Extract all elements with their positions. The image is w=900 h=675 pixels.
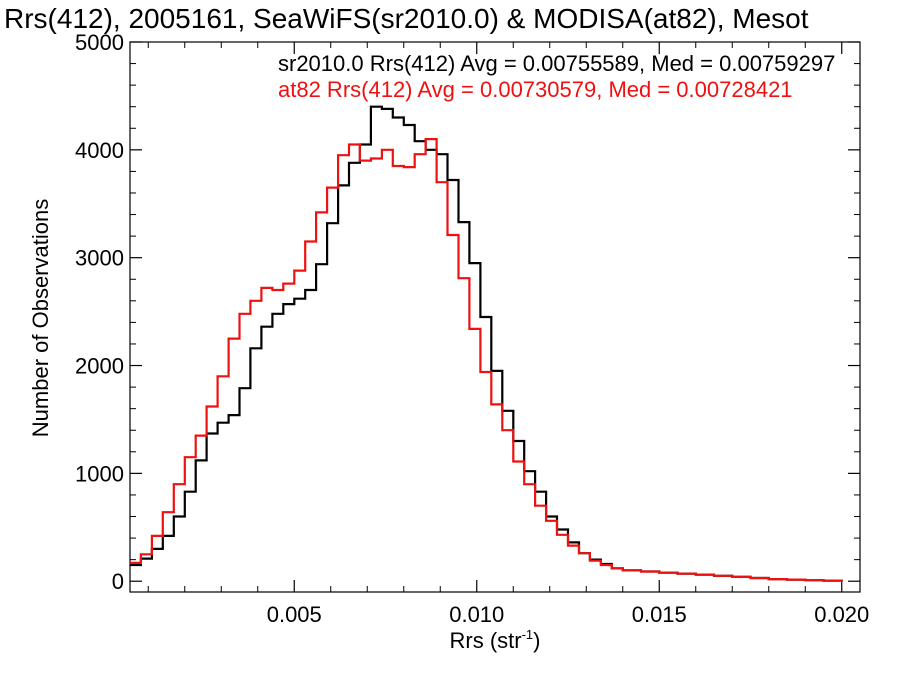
y-tick-label: 0 <box>112 569 124 594</box>
y-tick-label: 2000 <box>75 354 124 379</box>
legend-entry-at82: at82 Rrs(412) Avg = 0.00730579, Med = 0.… <box>278 77 793 102</box>
x-tick-label: 0.020 <box>814 602 869 627</box>
x-axis-label-suffix: ) <box>533 628 540 653</box>
y-axis-label: Number of Observations <box>28 199 53 437</box>
legend: sr2010.0 Rrs(412) Avg = 0.00755589, Med … <box>278 51 835 102</box>
series-line-at82 <box>130 138 843 582</box>
plot-axes: 0 1000 2000 3000 4000 5000 0.005 0.010 0.015 0.02… <box>75 30 869 627</box>
series-line-sr2010 <box>130 105 843 582</box>
legend-entry-sr2010: sr2010.0 Rrs(412) Avg = 0.00755589, Med … <box>278 51 835 76</box>
x-tick-label: 0.005 <box>267 602 322 627</box>
plot-frame <box>129 41 861 593</box>
y-tick-label: 5000 <box>75 30 124 55</box>
y-tick-label: 3000 <box>75 246 124 271</box>
chart-title: Rrs(412), 2005161, SeaWiFS(sr2010.0) & M… <box>4 3 809 34</box>
y-tick-label: 1000 <box>75 461 124 486</box>
x-axis-label-main: Rrs (str <box>450 628 522 653</box>
x-tick-label: 0.010 <box>449 602 504 627</box>
x-axis-label-superscript: -1 <box>522 627 534 642</box>
x-tick-label: 0.015 <box>632 602 687 627</box>
y-tick-label: 4000 <box>75 138 124 163</box>
x-axis-label: Rrs (str-1) <box>450 627 541 653</box>
series-layer <box>130 105 843 582</box>
